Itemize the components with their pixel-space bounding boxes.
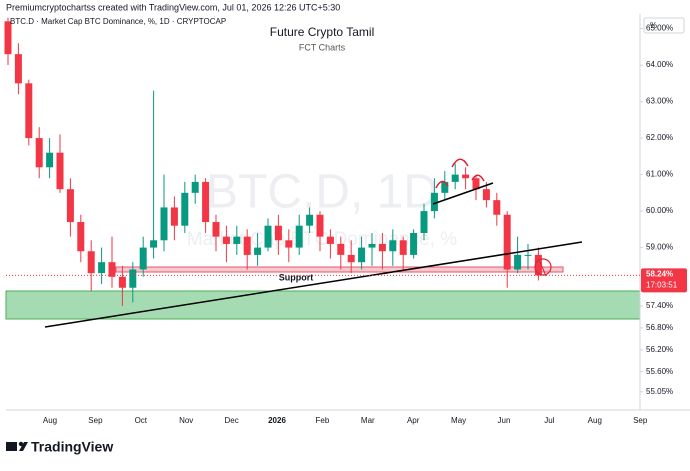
x-tick-label: Aug [588, 416, 602, 425]
countdown: 17:03:51 [646, 280, 678, 289]
y-tick-label: 59.00% [646, 243, 673, 252]
y-tick-label: 55.05% [646, 387, 673, 396]
chart-subtitle: FCT Charts [299, 42, 346, 52]
x-tick-label: Aug [43, 416, 57, 425]
candle-body [482, 189, 490, 201]
candle-body [4, 21, 12, 55]
candle-body [191, 181, 199, 193]
symbol: BTC.D · Market Cap BTC Dominance, %, 1D … [10, 17, 226, 26]
candle-body [202, 181, 210, 223]
candle-body [139, 247, 147, 270]
candle-body [451, 174, 459, 182]
candle-body [493, 200, 501, 215]
support-zone [115, 266, 564, 273]
candle-body [337, 243, 345, 255]
candle-body [358, 247, 366, 263]
candle-body [534, 254, 542, 276]
x-tick-label: Jun [498, 416, 511, 425]
candle-body [503, 214, 511, 270]
y-tick-label: 63.00% [646, 97, 673, 106]
candle-body [243, 236, 251, 255]
candle-body [316, 214, 324, 237]
logo [6, 441, 28, 451]
support-label: Support [279, 272, 314, 282]
candle-body [150, 240, 158, 248]
candle-body [212, 222, 220, 237]
last-price-box [641, 268, 687, 293]
x-tick-label: Feb [316, 416, 330, 425]
candle-body [347, 254, 355, 263]
watermark: BTC.D, 1D [206, 166, 438, 219]
x-tick-label: Sep [633, 416, 648, 425]
x-tick-label: Nov [179, 416, 193, 425]
candle-body [254, 247, 262, 255]
x-tick-label: Oct [135, 416, 148, 425]
brand: TradingView [31, 439, 113, 455]
candle-body [129, 269, 137, 288]
x-tick-label: Mar [361, 416, 375, 425]
y-tick-label: 56.80% [646, 323, 673, 332]
arrow [539, 261, 547, 277]
candle-body [306, 214, 314, 226]
x-tick-label: Jul [544, 416, 554, 425]
header: Premiumcryptochartss created with Tradin… [6, 2, 340, 12]
x-tick-label: 2026 [268, 416, 286, 425]
candle-body [87, 251, 95, 274]
candle-body [274, 225, 282, 241]
candle-body [399, 240, 407, 255]
last-price-label: 58.24% [646, 269, 673, 278]
candle-body [378, 243, 386, 252]
candle-body [514, 254, 522, 270]
candle-body [524, 254, 532, 256]
green-zone [5, 290, 641, 320]
y-tick-label: 56.20% [646, 345, 673, 354]
y-tick-label: 60.00% [646, 206, 673, 215]
candle-body [472, 178, 480, 190]
candle-body [441, 181, 449, 193]
candle-body [35, 138, 43, 168]
y-tick-label: 65.00% [646, 24, 673, 33]
candle-body [66, 189, 74, 223]
candle-body [118, 276, 126, 288]
candle-body [108, 262, 116, 277]
candle-body [56, 152, 64, 190]
candle-body [170, 207, 178, 226]
candle-body [160, 207, 168, 241]
candle-body [14, 54, 22, 84]
candle-body [295, 225, 303, 248]
candle-body [98, 262, 106, 274]
candle-body [181, 192, 189, 226]
scale-unit[interactable]: % [650, 21, 657, 30]
y-tick-label: 61.00% [646, 170, 673, 179]
neckline [432, 182, 494, 205]
candle-body [368, 243, 376, 248]
y-tick-label: 55.60% [646, 367, 673, 376]
candle-body [222, 236, 230, 244]
candle-body [25, 83, 33, 139]
candle-body [430, 192, 438, 212]
candle-body [462, 174, 470, 179]
x-tick-label: Apr [407, 416, 420, 425]
candle-body [285, 240, 293, 248]
candle-body [410, 232, 418, 255]
candle-body [77, 222, 85, 252]
candle-body [46, 152, 54, 168]
scale-button[interactable] [643, 17, 685, 34]
x-tick-label: Sep [88, 416, 103, 425]
candle-body [326, 236, 334, 244]
y-tick-label: 64.00% [646, 60, 673, 69]
chart-title: Future Crypto Tamil [270, 25, 374, 39]
candle-body [389, 240, 397, 252]
y-tick-label: 57.40% [646, 301, 673, 310]
candle-body [420, 211, 428, 233]
x-tick-label: May [451, 416, 466, 425]
x-tick-label: Dec [224, 416, 238, 425]
candle-body [264, 225, 272, 248]
trendline [44, 241, 583, 328]
y-tick-label: 62.00% [646, 133, 673, 142]
candle-body [233, 236, 241, 244]
head-shoulders [435, 158, 485, 189]
